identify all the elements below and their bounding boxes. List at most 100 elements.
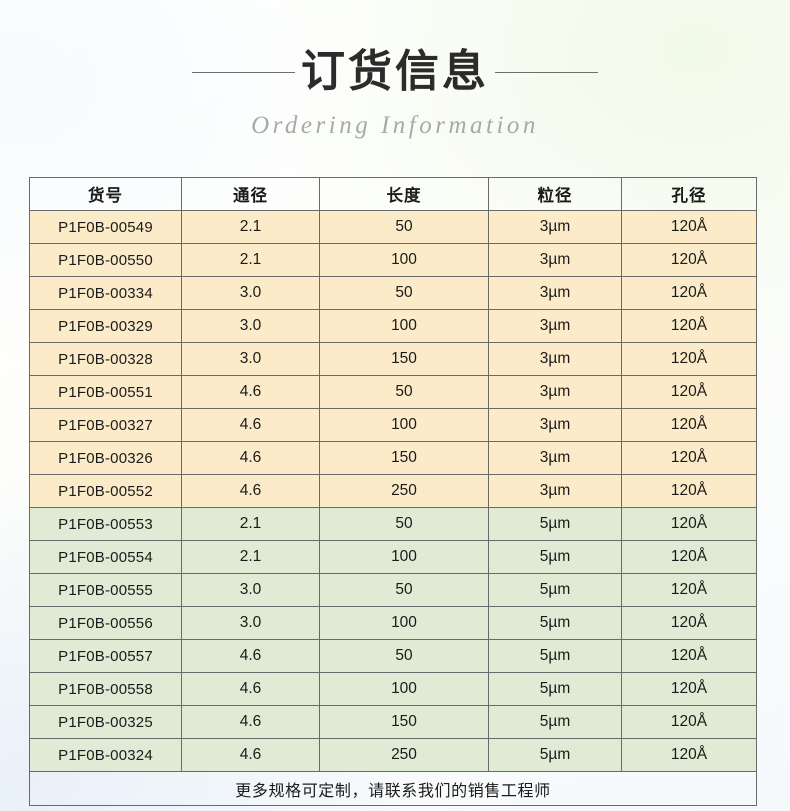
table-footer: 更多规格可定制，请联系我们的销售工程师	[29, 771, 757, 806]
particle-size-cell: 5µm	[488, 738, 622, 772]
product-code-cell: P1F0B-00550	[29, 243, 182, 277]
particle-size-cell: 5µm	[488, 639, 622, 673]
table-row: P1F0B-00553 2.1 50 5µm 120Å	[29, 507, 757, 541]
footer-note: 更多规格可定制，请联系我们的销售工程师	[29, 771, 757, 806]
particle-size-cell: 3µm	[488, 342, 622, 376]
table-row: P1F0B-00556 3.0 100 5µm 120Å	[29, 606, 757, 640]
product-code-cell: P1F0B-00556	[29, 606, 182, 640]
length-cell: 50	[319, 210, 489, 244]
length-cell: 250	[319, 738, 489, 772]
pore-size-cell: 120Å	[621, 573, 757, 607]
ordering-information-table: 货号 通径 长度 粒径 孔径 P1F0B-00549 2.1 50 3µm 120Å P1…	[29, 177, 757, 806]
pore-size-cell: 120Å	[621, 540, 757, 574]
column-header-length: 长度	[319, 177, 489, 211]
table-row: P1F0B-00327 4.6 100 3µm 120Å	[29, 408, 757, 442]
particle-size-cell: 5µm	[488, 540, 622, 574]
pore-size-cell: 120Å	[621, 705, 757, 739]
pore-size-cell: 120Å	[621, 210, 757, 244]
table-row: P1F0B-00324 4.6 250 5µm 120Å	[29, 738, 757, 772]
particle-size-cell: 3µm	[488, 210, 622, 244]
length-cell: 100	[319, 540, 489, 574]
product-code-cell: P1F0B-00551	[29, 375, 182, 409]
length-cell: 50	[319, 507, 489, 541]
inner-diameter-cell: 4.6	[181, 408, 320, 442]
table-row: P1F0B-00549 2.1 50 3µm 120Å	[29, 210, 757, 244]
table-row: P1F0B-00554 2.1 100 5µm 120Å	[29, 540, 757, 574]
particle-size-cell: 5µm	[488, 573, 622, 607]
table-header-row: 货号 通径 长度 粒径 孔径	[29, 177, 757, 211]
pore-size-cell: 120Å	[621, 507, 757, 541]
particle-size-cell: 5µm	[488, 507, 622, 541]
inner-diameter-cell: 4.6	[181, 375, 320, 409]
length-cell: 150	[319, 441, 489, 475]
pore-size-cell: 120Å	[621, 474, 757, 508]
pore-size-cell: 120Å	[621, 243, 757, 277]
table-row: P1F0B-00551 4.6 50 3µm 120Å	[29, 375, 757, 409]
column-header-code: 货号	[29, 177, 182, 211]
product-code-cell: P1F0B-00549	[29, 210, 182, 244]
title-rule-right-icon	[495, 71, 598, 73]
pore-size-cell: 120Å	[621, 309, 757, 343]
length-cell: 50	[319, 375, 489, 409]
product-code-cell: P1F0B-00327	[29, 408, 182, 442]
pore-size-cell: 120Å	[621, 375, 757, 409]
inner-diameter-cell: 3.0	[181, 573, 320, 607]
product-code-cell: P1F0B-00325	[29, 705, 182, 739]
ordering-table-container: 货号 通径 长度 粒径 孔径 P1F0B-00549 2.1 50 3µm 120Å P1…	[29, 177, 757, 806]
pore-size-cell: 120Å	[621, 738, 757, 772]
particle-size-cell: 3µm	[488, 243, 622, 277]
product-code-cell: P1F0B-00554	[29, 540, 182, 574]
page-title: 订货信息	[301, 47, 489, 96]
inner-diameter-cell: 4.6	[181, 705, 320, 739]
pore-size-cell: 120Å	[621, 342, 757, 376]
table-header: 货号 通径 长度 粒径 孔径	[29, 177, 757, 211]
product-code-cell: P1F0B-00553	[29, 507, 182, 541]
inner-diameter-cell: 2.1	[181, 507, 320, 541]
pore-size-cell: 120Å	[621, 276, 757, 310]
inner-diameter-cell: 3.0	[181, 342, 320, 376]
length-cell: 100	[319, 309, 489, 343]
particle-size-cell: 3µm	[488, 276, 622, 310]
product-code-cell: P1F0B-00329	[29, 309, 182, 343]
table-row: P1F0B-00550 2.1 100 3µm 120Å	[29, 243, 757, 277]
length-cell: 150	[319, 705, 489, 739]
length-cell: 50	[319, 276, 489, 310]
table-row: P1F0B-00558 4.6 100 5µm 120Å	[29, 672, 757, 706]
product-code-cell: P1F0B-00558	[29, 672, 182, 706]
particle-size-cell: 3µm	[488, 408, 622, 442]
particle-size-cell: 5µm	[488, 672, 622, 706]
inner-diameter-cell: 3.0	[181, 276, 320, 310]
title-rule-left-icon	[192, 71, 295, 73]
column-header-id: 通径	[181, 177, 320, 211]
product-code-cell: P1F0B-00552	[29, 474, 182, 508]
length-cell: 50	[319, 639, 489, 673]
table-row: P1F0B-00325 4.6 150 5µm 120Å	[29, 705, 757, 739]
inner-diameter-cell: 2.1	[181, 243, 320, 277]
product-code-cell: P1F0B-00328	[29, 342, 182, 376]
product-code-cell: P1F0B-00324	[29, 738, 182, 772]
table-row: P1F0B-00334 3.0 50 3µm 120Å	[29, 276, 757, 310]
pore-size-cell: 120Å	[621, 606, 757, 640]
page-subtitle: Ordering Information	[251, 112, 539, 139]
length-cell: 50	[319, 573, 489, 607]
pore-size-cell: 120Å	[621, 639, 757, 673]
inner-diameter-cell: 4.6	[181, 441, 320, 475]
length-cell: 100	[319, 606, 489, 640]
length-cell: 250	[319, 474, 489, 508]
inner-diameter-cell: 4.6	[181, 672, 320, 706]
table-row: P1F0B-00552 4.6 250 3µm 120Å	[29, 474, 757, 508]
page-header: 订货信息 Ordering Information	[0, 0, 790, 160]
table-row: P1F0B-00557 4.6 50 5µm 120Å	[29, 639, 757, 673]
product-code-cell: P1F0B-00334	[29, 276, 182, 310]
inner-diameter-cell: 4.6	[181, 738, 320, 772]
length-cell: 100	[319, 672, 489, 706]
table-body: P1F0B-00549 2.1 50 3µm 120Å P1F0B-00550 2.1 100…	[29, 210, 757, 772]
inner-diameter-cell: 3.0	[181, 606, 320, 640]
particle-size-cell: 5µm	[488, 606, 622, 640]
particle-size-cell: 3µm	[488, 375, 622, 409]
particle-size-cell: 3µm	[488, 309, 622, 343]
inner-diameter-cell: 2.1	[181, 540, 320, 574]
table-row: P1F0B-00326 4.6 150 3µm 120Å	[29, 441, 757, 475]
product-code-cell: P1F0B-00326	[29, 441, 182, 475]
product-code-cell: P1F0B-00555	[29, 573, 182, 607]
